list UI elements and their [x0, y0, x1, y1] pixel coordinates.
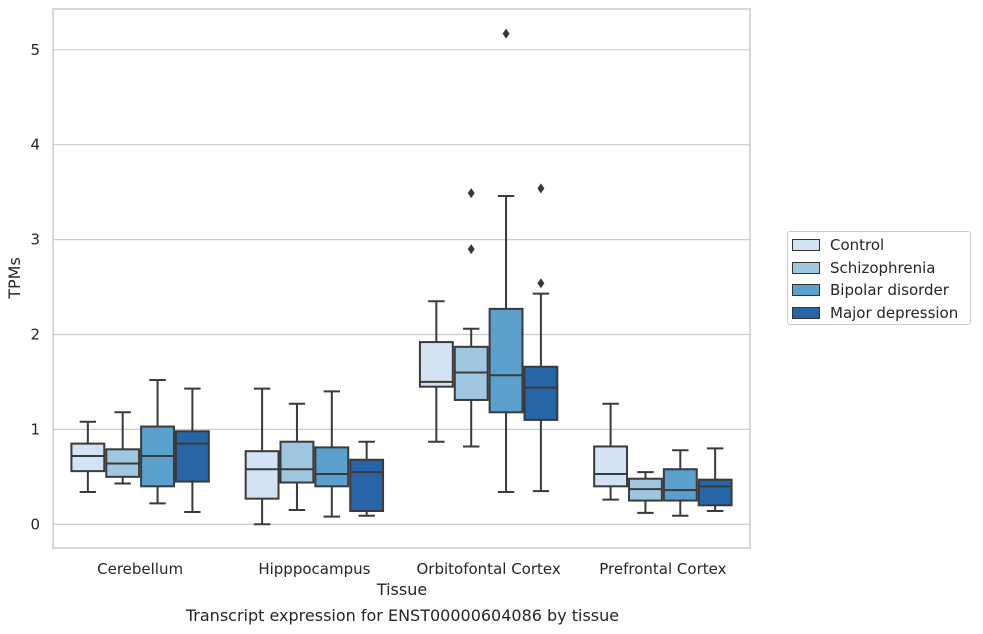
legend-swatch [792, 284, 820, 296]
legend-label: Schizophrenia [830, 258, 936, 277]
box-2-0 [140, 379, 175, 505]
box-1-0 [105, 411, 141, 485]
box-2-2 [488, 28, 524, 494]
box-0-0 [70, 420, 106, 494]
legend-item-2: Bipolar disorder [788, 279, 949, 301]
box-body [314, 446, 350, 488]
plot-frame [52, 8, 751, 549]
box-0-1 [244, 387, 280, 526]
x-tick-label-2: Orbitofontal Cortex [417, 560, 561, 578]
box-0-2 [418, 300, 454, 443]
legend-item-1: Schizophrenia [788, 257, 935, 279]
box-body [418, 341, 454, 388]
y-tick-label-0: 0 [30, 515, 40, 533]
box-body [488, 307, 524, 414]
x-tick-label-3: Prefrontal Cortex [599, 560, 726, 578]
legend-item-0: Control [788, 234, 884, 256]
outlier-point [537, 183, 545, 194]
box-0-3 [593, 402, 629, 501]
box-body [244, 450, 280, 500]
box-3-0 [174, 387, 210, 513]
box-body [174, 430, 210, 483]
box-plot-marks [70, 28, 733, 526]
legend-label: Bipolar disorder [830, 281, 949, 299]
box-2-3 [662, 449, 698, 517]
box-body [279, 440, 315, 484]
x-axis-title: Tissue [376, 580, 427, 599]
y-tick-label-2: 2 [30, 325, 40, 343]
y-axis-title: TPMs [5, 257, 24, 300]
y-tick-label-5: 5 [30, 41, 40, 59]
legend-swatch [792, 239, 820, 251]
box-body [593, 445, 629, 488]
box-body [662, 468, 698, 502]
box-1-1 [279, 402, 315, 512]
box-1-2 [453, 188, 489, 448]
box-body [523, 365, 559, 421]
box-body [349, 458, 385, 512]
box-1-3 [628, 471, 663, 514]
box-3-2 [523, 183, 559, 493]
x-tick-label-1: Hipppocampus [258, 560, 370, 578]
box-2-1 [314, 390, 350, 518]
outlier-point [537, 278, 545, 289]
x-tick-labels: Cerebellum Hipppocampus Orbitofontal Corte… [97, 560, 726, 578]
y-tick-label-4: 4 [30, 136, 40, 154]
legend-label: Major depression [830, 303, 959, 322]
x-tick-label-0: Cerebellum [97, 560, 183, 578]
box-body [697, 478, 733, 507]
outlier-point [502, 28, 510, 39]
legend: Control Schizophrenia Bipolar disorder Majo… [787, 231, 971, 325]
outlier-point [467, 244, 475, 255]
legend-label: Control [830, 236, 885, 254]
y-tick-label-1: 1 [30, 420, 40, 438]
y-tick-labels: 0 1 2 3 4 5 [30, 41, 40, 533]
chart-caption: Transcript expression for ENST0000060408… [185, 606, 620, 625]
legend-swatch [792, 306, 820, 319]
legend-item-3: Major depression [788, 302, 958, 324]
legend-swatch [792, 261, 820, 274]
outlier-point [467, 188, 475, 199]
box-3-1 [349, 440, 385, 517]
y-tick-label-3: 3 [30, 231, 40, 249]
box-body [70, 442, 106, 473]
box-3-3 [697, 447, 733, 512]
